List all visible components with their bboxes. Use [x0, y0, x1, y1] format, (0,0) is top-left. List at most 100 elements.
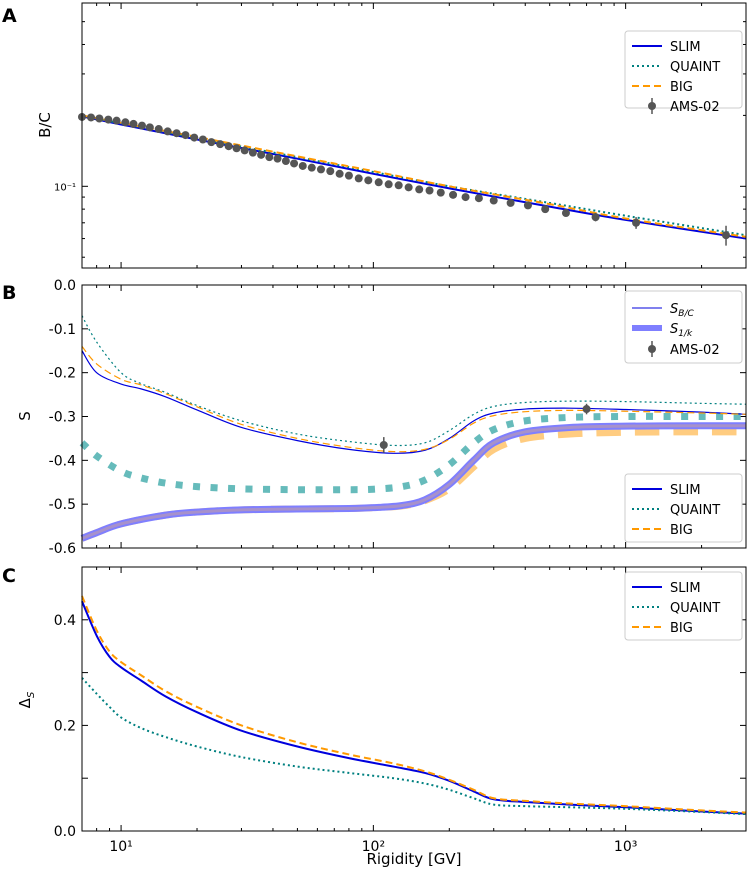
legend-a-quaint-label: QUAINT: [670, 60, 720, 75]
panel-a-ams-point: [154, 125, 163, 134]
panel-c-ylabel-main: Δ: [16, 697, 34, 708]
panel-a-ams-point: [364, 176, 373, 185]
panel-b-ytick-label: -0.6: [49, 541, 76, 557]
panel-b-sbc-big: [81, 345, 747, 453]
legend-a-big-label: BIG: [670, 80, 693, 95]
panel-a-ams-point: [172, 129, 181, 138]
panel-b: 0.0 -0.1 -0.2 -0.3 -0.4 -0.5 -0.6 S SB/C S1/k …: [16, 278, 747, 557]
panel-a-ams-point: [354, 174, 363, 183]
legend-a-ams-label: AMS-02: [670, 100, 720, 115]
panel-a-ylabel: B/C: [36, 112, 54, 138]
panel-b-ams-point: [379, 440, 388, 449]
panel-a-ams-point: [474, 194, 483, 203]
panel-b-ytick-label: -0.3: [49, 410, 76, 426]
panel-a-ams-point: [224, 142, 233, 151]
panel-c-letter: C: [2, 565, 16, 587]
panel-a-ams-point: [95, 114, 104, 123]
legend-b-big-label: BIG: [670, 523, 693, 538]
panel-c-frame: [81, 566, 747, 832]
legend-c-slim-label: SLIM: [670, 581, 701, 596]
legend-b-sbc-sub: B/C: [678, 309, 694, 319]
panel-b-ticks: 0.0 -0.1 -0.2 -0.3 -0.4 -0.5 -0.6: [49, 278, 747, 557]
panel-a-ams-point: [436, 188, 445, 197]
panel-a-ams-point: [137, 121, 146, 130]
panel-a-ams-point: [298, 161, 307, 170]
panel-a-legend: SLIM QUAINT BIG AMS-02: [624, 30, 743, 115]
panel-c-ylabel: ΔS: [16, 691, 37, 708]
panel-a-ams-point: [461, 193, 470, 202]
panel-a-ams-point: [240, 146, 249, 155]
panel-a-ams-point: [281, 157, 290, 166]
panel-b-ytick-label: -0.1: [49, 322, 76, 338]
panel-a-ams-point: [591, 213, 600, 222]
panel-c-xtick-label: 10¹: [109, 839, 132, 855]
panel-a-ams-point: [384, 180, 393, 189]
legend-c-quaint-label: QUAINT: [670, 601, 720, 616]
panel-a-ams-point: [489, 196, 498, 205]
legend-a-slim-label: SLIM: [670, 40, 701, 55]
panel-a-plot-area: [78, 112, 747, 246]
panel-a-ams-point: [335, 169, 344, 178]
panel-b-ytick-label: -0.4: [49, 453, 76, 469]
panel-a-ams-point: [207, 138, 216, 147]
panel-a-ams-point: [394, 181, 403, 190]
panel-a-ams-point: [265, 153, 274, 162]
panel-a-letter: A: [2, 5, 17, 27]
panel-c-ytick-label: 0.4: [54, 613, 76, 629]
panel-c-series-big: [81, 595, 747, 814]
panel-a-ams-point: [248, 148, 257, 157]
legend-b-ams-label: AMS-02: [670, 343, 720, 358]
panel-a-ams-point: [561, 209, 570, 218]
panel-c-ylabel-sub: S: [26, 691, 37, 698]
panel-a-ams-point: [190, 133, 199, 142]
panel-a-ams-point: [145, 123, 154, 132]
panel-c-xtick-label: 10²: [362, 839, 385, 855]
panel-b-ams-point: [582, 405, 591, 414]
panel-c-xtick-label: 10³: [614, 839, 637, 855]
panel-a-ams-point: [104, 115, 113, 124]
panel-c-series-slim: [81, 600, 747, 815]
panel-a-ams-point: [374, 178, 383, 187]
panel-a-ams-point: [257, 150, 266, 159]
panel-a-series-big: [81, 114, 747, 238]
panel-a-ams-point: [316, 165, 325, 174]
panel-b-legend-top-box: [624, 290, 743, 364]
panel-c: 10¹ 10² 10³ 0.0 0.2 0.4 ΔS Rigidity [GV] SLIM…: [16, 566, 747, 868]
panel-a-ams-point: [232, 144, 241, 153]
panel-a-ams-point: [87, 113, 96, 122]
panel-a-ams-point: [121, 118, 130, 127]
panel-b-legend-bottom-box: [624, 473, 743, 543]
panel-b-sbc-slim: [81, 350, 747, 454]
panel-a-ams-point: [404, 183, 413, 192]
panel-a-ams-point: [326, 167, 335, 176]
legend-c-big-label: BIG: [670, 621, 693, 636]
legend-b-quaint-label: QUAINT: [670, 503, 720, 518]
panel-a-legend-box: [624, 30, 743, 109]
panel-a: 10⁻¹ B/C SLIM QUAINT BIG AMS-02: [36, 2, 747, 269]
panel-c-ytick-label: 0.2: [54, 718, 76, 734]
panel-a-ams-point: [181, 131, 190, 140]
panel-b-frame: [81, 284, 747, 549]
panel-c-ytick-label: 0.0: [54, 824, 76, 840]
panel-a-ams-point: [425, 186, 434, 195]
panel-b-ylabel: S: [16, 411, 34, 421]
panel-a-ams-point: [216, 140, 225, 149]
legend-b-slim-label: SLIM: [670, 483, 701, 498]
panel-b-plot-area: [79, 315, 747, 542]
panel-a-ams-point: [344, 171, 353, 180]
panel-a-ams-point: [129, 119, 138, 128]
panel-c-xlabel: Rigidity [GV]: [366, 850, 461, 868]
panel-a-ams-point: [307, 163, 316, 172]
panel-a-ams-point: [523, 201, 532, 210]
panel-a-ams-point: [290, 159, 299, 168]
panel-b-letter: B: [2, 282, 16, 304]
legend-b-ams-marker: [648, 345, 656, 353]
panel-a-ams-point: [112, 116, 121, 125]
legend-a-ams-marker: [648, 102, 656, 110]
panel-a-ams-point: [163, 127, 172, 136]
panel-b-legend-top: SB/C S1/k AMS-02: [624, 290, 743, 364]
panel-c-plot-area: [81, 595, 747, 816]
panel-b-ytick-label: 0.0: [54, 278, 76, 294]
panel-b-s1k-overlap: [81, 424, 747, 540]
